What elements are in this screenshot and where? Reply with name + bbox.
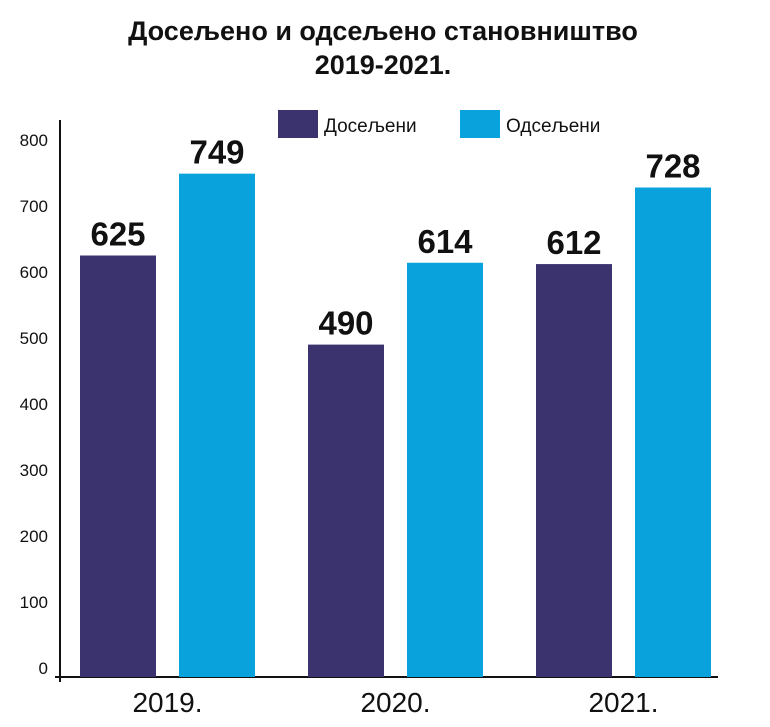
- y-axis: 0 100 200 300 400 500 600 700 800: [20, 120, 61, 682]
- bar-odseljeni-2019: [179, 173, 255, 677]
- data-label: 490: [318, 305, 373, 342]
- legend-swatch-odseljeni: [460, 110, 500, 138]
- bar-odseljeni-2020: [407, 262, 483, 677]
- legend: Досељени Одсељени: [278, 110, 600, 138]
- bar-doseljeni-2021: [536, 264, 612, 677]
- y-tick-label: 500: [20, 329, 48, 348]
- legend-swatch-doseljeni: [278, 110, 318, 138]
- y-tick-label: 400: [20, 395, 48, 414]
- bar-doseljeni-2019: [80, 255, 156, 677]
- y-tick-label: 300: [20, 461, 48, 480]
- y-tick-label: 800: [20, 131, 48, 150]
- x-tick-label: 2021.: [588, 687, 658, 718]
- bar-doseljeni-2020: [308, 344, 384, 677]
- data-label: 612: [546, 224, 601, 261]
- y-tick-label: 600: [20, 263, 48, 282]
- legend-label-doseljeni: Досељени: [324, 116, 417, 137]
- y-tick-label: 200: [20, 527, 48, 546]
- x-tick-label: 2020.: [360, 687, 430, 718]
- chart-title: Досељено и одсељено становништво: [128, 16, 638, 46]
- x-tick-labels: 2019. 2020. 2021.: [132, 687, 658, 718]
- legend-label-odseljeni: Одсељени: [506, 116, 600, 137]
- x-axis: 2019. 2020. 2021.: [55, 676, 718, 718]
- data-labels: 625 749 490 614 612 728: [90, 134, 700, 342]
- y-tick-labels: 0 100 200 300 400 500 600 700 800: [20, 131, 48, 678]
- bars: [80, 173, 711, 677]
- data-label: 625: [90, 216, 145, 253]
- chart-subtitle: 2019-2021.: [315, 50, 452, 80]
- y-tick-label: 700: [20, 197, 48, 216]
- y-tick-label: 100: [20, 593, 48, 612]
- data-label: 614: [417, 223, 473, 260]
- y-tick-label: 0: [39, 659, 48, 678]
- x-tick-label: 2019.: [132, 687, 202, 718]
- data-label: 749: [189, 134, 244, 171]
- bar-odseljeni-2021: [635, 187, 711, 677]
- data-label: 728: [645, 148, 700, 185]
